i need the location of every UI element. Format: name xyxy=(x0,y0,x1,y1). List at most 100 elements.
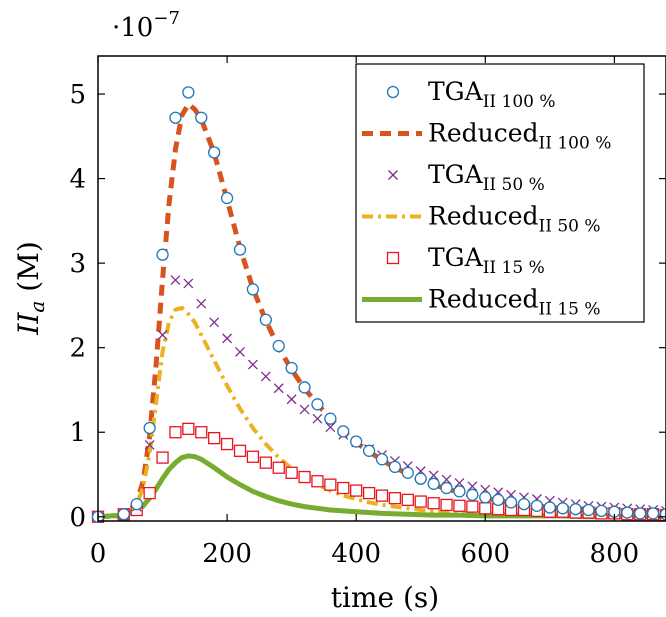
data-point xyxy=(182,422,195,435)
y-tick-label: 1 xyxy=(69,418,86,448)
data-point xyxy=(556,502,569,515)
data-point xyxy=(324,478,337,491)
legend-label-2: TGAII 50 % xyxy=(428,160,545,195)
data-point xyxy=(479,491,492,504)
data-point xyxy=(337,481,350,495)
legend-label-5: ReducedII 15 % xyxy=(428,285,601,320)
data-point xyxy=(337,425,350,438)
legend-label-3: ReducedII 50 % xyxy=(428,202,601,237)
data-point xyxy=(311,398,324,411)
data-point xyxy=(220,191,234,205)
data-point xyxy=(350,435,363,448)
data-point xyxy=(325,422,336,433)
data-point xyxy=(208,431,221,445)
data-point xyxy=(286,394,297,405)
data-point xyxy=(233,243,247,256)
data-point xyxy=(117,508,130,521)
data-point xyxy=(233,444,247,457)
data-point xyxy=(156,451,169,464)
y-exponent-label: ·10−7 xyxy=(112,8,180,43)
data-point xyxy=(299,404,310,415)
data-point xyxy=(220,437,234,451)
data-point xyxy=(466,488,479,501)
data-point xyxy=(543,501,556,514)
data-point xyxy=(144,439,155,450)
y-tick-label: 3 xyxy=(69,249,86,279)
data-point xyxy=(222,333,233,344)
data-point xyxy=(659,508,666,521)
data-point xyxy=(569,503,582,516)
data-point xyxy=(285,466,298,479)
data-point xyxy=(453,499,466,512)
data-point xyxy=(504,496,518,509)
data-point xyxy=(401,466,414,479)
data-point xyxy=(375,489,389,502)
data-point xyxy=(646,507,660,520)
data-point xyxy=(453,485,466,498)
data-point xyxy=(208,146,221,159)
data-point xyxy=(169,111,182,124)
data-point xyxy=(169,426,182,439)
plot-frame xyxy=(97,55,666,522)
data-point xyxy=(324,412,337,425)
legend-label-1: ReducedII 100 % xyxy=(428,119,611,154)
data-point xyxy=(272,339,285,353)
data-point xyxy=(195,111,208,124)
legend-marker-2 xyxy=(388,170,398,180)
data-point xyxy=(157,330,168,340)
data-point xyxy=(235,346,245,357)
legend-label-4: TGAII 15 % xyxy=(428,243,545,278)
data-point xyxy=(130,497,143,511)
data-point xyxy=(312,413,323,424)
data-point xyxy=(246,283,260,296)
data-point xyxy=(388,460,402,474)
data-point xyxy=(182,86,195,99)
data-point xyxy=(259,313,272,326)
series-0-markers xyxy=(91,86,666,523)
data-point xyxy=(362,444,376,457)
chart-marks xyxy=(91,86,666,523)
legend-marker-0 xyxy=(386,85,400,99)
x-tick-label: 400 xyxy=(331,539,381,569)
y-axis-label: IIa (M) xyxy=(12,241,49,335)
data-point xyxy=(272,461,285,474)
data-point xyxy=(441,474,452,485)
x-axis-label: time (s) xyxy=(331,581,439,614)
data-point xyxy=(427,497,440,510)
data-point xyxy=(530,499,544,512)
data-point xyxy=(273,383,284,394)
data-point xyxy=(492,493,505,507)
data-point xyxy=(143,486,156,500)
data-point xyxy=(401,493,414,507)
x-tick-label: 600 xyxy=(460,539,510,569)
data-point xyxy=(285,361,298,375)
data-point xyxy=(582,503,595,517)
data-point xyxy=(195,426,208,439)
data-point xyxy=(414,472,427,485)
data-point xyxy=(311,475,324,488)
y-tick-label: 5 xyxy=(69,80,86,110)
data-point xyxy=(298,381,311,394)
data-point xyxy=(479,502,492,515)
legend: TGAII 100 % ReducedII 100 % TGAII 50 % Redu… xyxy=(355,63,645,323)
data-point xyxy=(517,497,531,511)
y-tick-label: 0 xyxy=(69,503,86,533)
data-point xyxy=(260,371,271,382)
axis-ticks: 0 200 400 600 800 0 1 2 3 4 5 xyxy=(69,56,666,569)
legend-box xyxy=(355,63,645,323)
data-point xyxy=(467,481,478,492)
data-point xyxy=(209,317,220,328)
data-point xyxy=(428,470,439,481)
data-point xyxy=(388,492,402,505)
data-point xyxy=(440,481,453,495)
data-point xyxy=(414,495,427,508)
data-point xyxy=(466,500,479,513)
data-point xyxy=(634,507,647,520)
data-point xyxy=(427,477,440,490)
data-point xyxy=(170,275,181,286)
legend-label-0: TGAII 100 % xyxy=(428,77,556,112)
x-tick-label: 200 xyxy=(202,539,252,569)
data-point xyxy=(362,486,376,500)
x-tick-label: 0 xyxy=(90,539,107,569)
